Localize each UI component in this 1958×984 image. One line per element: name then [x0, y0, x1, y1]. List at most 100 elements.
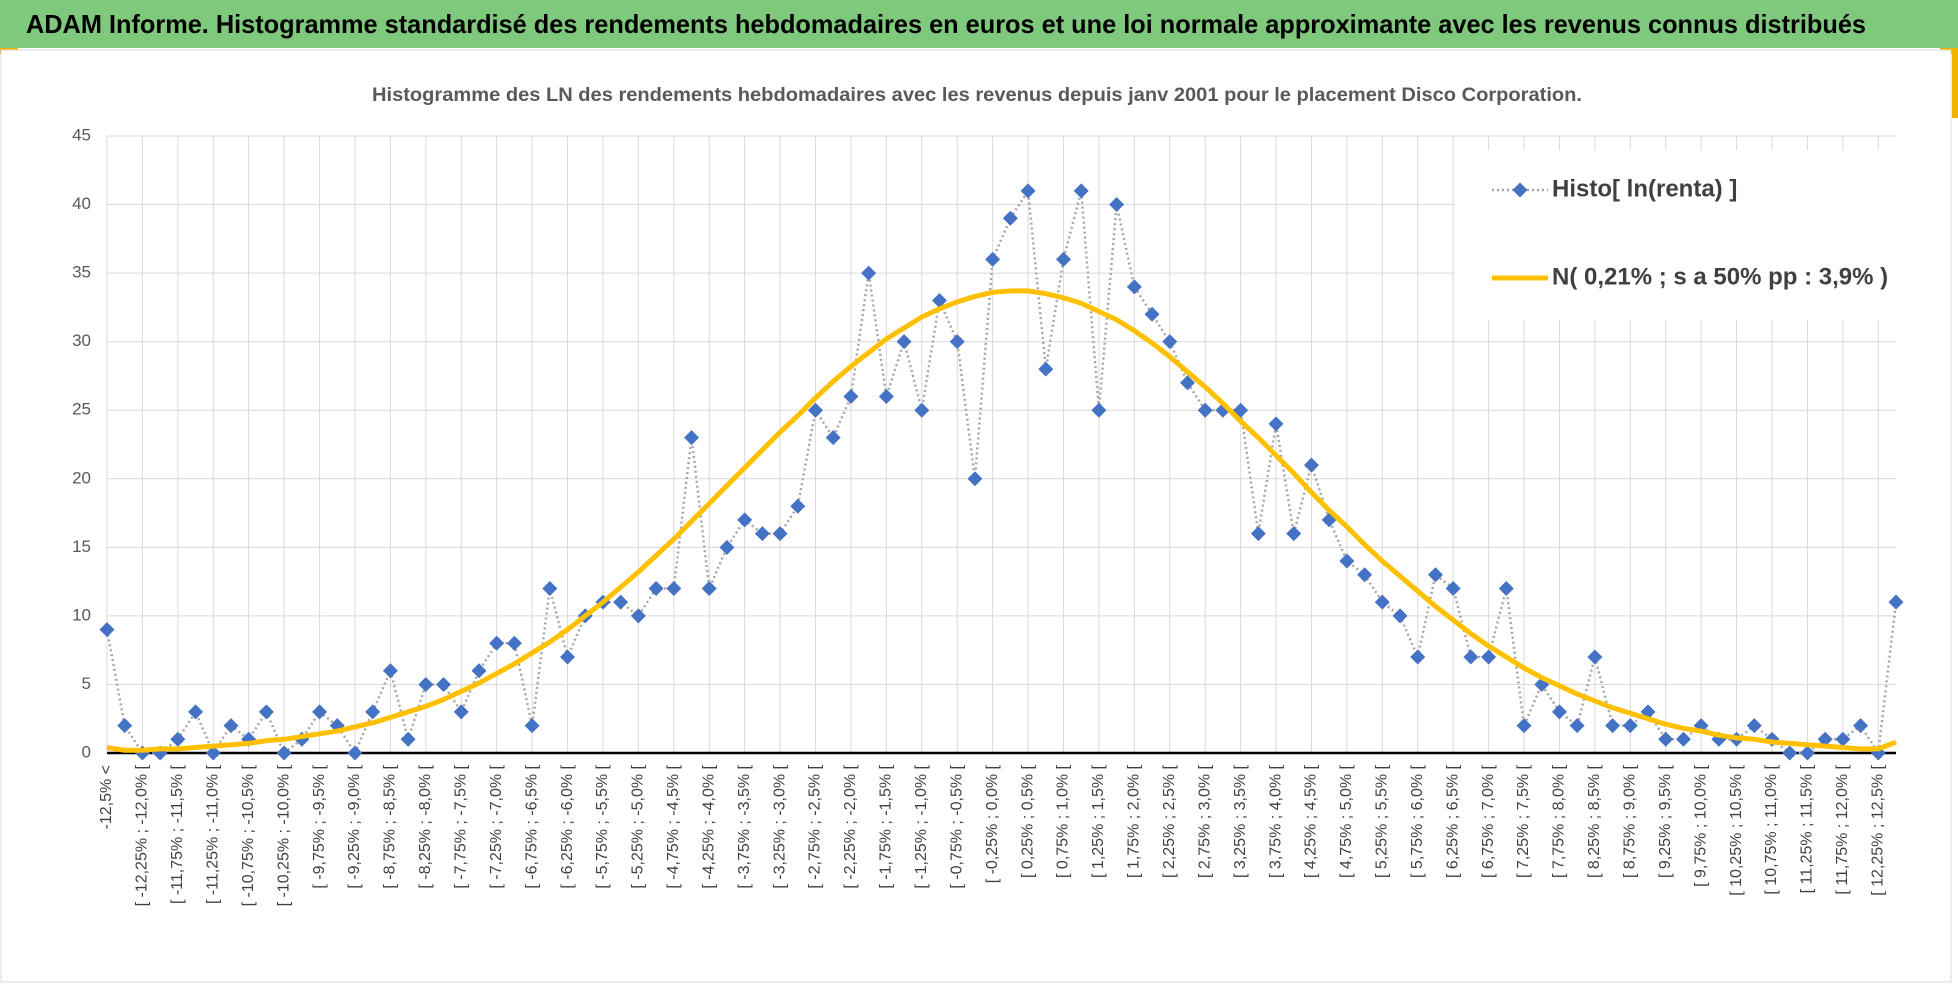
x-tick-label: [ -1,75% ; -1,5% [: [878, 764, 895, 888]
data-point: [1605, 718, 1621, 734]
header-bar: [0, 0, 1958, 48]
data-point: [985, 251, 1001, 267]
x-tick-label: [ 0,75% ; 1,0% [: [1055, 764, 1072, 878]
x-tick-label: [ 9,75% ; 10,0% [: [1692, 764, 1709, 886]
x-tick-label: [ -5,25% ; -5,0% [: [630, 764, 647, 888]
x-tick-label: [ -1,25% ; -1,0% [: [913, 764, 930, 888]
data-point: [1746, 718, 1762, 734]
data-point: [117, 718, 133, 734]
x-tick-label: [ 6,25% ; 6,5% [: [1444, 764, 1461, 878]
data-point: [1658, 731, 1674, 747]
data-point: [453, 704, 469, 720]
x-tick-label: [ -2,75% ; -2,5% [: [807, 764, 824, 888]
x-tick-label: -12,5% <: [98, 765, 115, 829]
data-point: [471, 663, 487, 679]
x-tick-label: [ -3,75% ; -3,5% [: [736, 764, 753, 888]
x-tick-label: [ 7,75% ; 8,0% [: [1551, 764, 1568, 878]
data-point: [1162, 334, 1178, 350]
x-tick-label: [ -10,25% ; -10,0% [: [275, 764, 292, 906]
data-point: [1817, 731, 1833, 747]
x-tick-label: [ -3,25% ; -3,0% [: [771, 764, 788, 888]
data-point: [560, 649, 576, 665]
data-point: [1339, 553, 1355, 569]
x-tick-label: [ -6,25% ; -6,0% [: [559, 764, 576, 888]
data-point: [542, 580, 558, 596]
data-point: [684, 430, 700, 446]
y-tick-label: 15: [72, 537, 91, 556]
data-point: [896, 334, 912, 350]
x-tick-label: [ 0,25% ; 0,5% [: [1019, 764, 1036, 878]
data-point: [99, 622, 115, 638]
data-point: [1569, 718, 1585, 734]
data-point: [754, 526, 770, 542]
data-point: [1303, 457, 1319, 473]
x-tick-label: [ 7,25% ; 7,5% [: [1515, 764, 1532, 878]
data-point: [347, 745, 363, 761]
x-tick-label: [ -12,25% ; -12,0% [: [134, 764, 151, 906]
data-point: [737, 512, 753, 528]
legend-marker: [1512, 182, 1528, 198]
data-point: [1888, 594, 1904, 610]
y-tick-label: 5: [82, 674, 91, 693]
data-point: [1286, 526, 1302, 542]
data-point: [1055, 251, 1071, 267]
data-point: [701, 580, 717, 596]
data-point: [1782, 745, 1798, 761]
y-tick-label: 45: [72, 125, 91, 144]
data-point: [825, 430, 841, 446]
data-point: [258, 704, 274, 720]
data-point: [1357, 567, 1373, 583]
data-point: [878, 389, 894, 405]
x-tick-label: [ -10,75% ; -10,5% [: [240, 764, 257, 906]
data-point: [418, 676, 434, 692]
data-point: [949, 334, 965, 350]
data-point: [170, 731, 186, 747]
x-tick-label: [ -7,25% ; -7,0% [: [488, 764, 505, 888]
data-point: [489, 635, 505, 651]
data-point: [613, 594, 629, 610]
data-point: [1073, 183, 1089, 199]
x-tick-label: [ -11,25% ; -11,0% [: [204, 764, 221, 904]
data-point: [1675, 731, 1691, 747]
data-point: [1799, 745, 1815, 761]
x-tick-label: [ 8,25% ; 8,5% [: [1586, 764, 1603, 878]
header-title: ADAM Informe. Histogramme standardisé de…: [26, 9, 1866, 39]
x-tick-label: [ 1,75% ; 2,0% [: [1126, 764, 1143, 878]
data-point: [932, 293, 948, 309]
data-point: [1498, 580, 1514, 596]
x-tick-label: [ -11,75% ; -11,5% [: [169, 764, 186, 904]
y-tick-label: 30: [72, 331, 91, 350]
x-tick-label: [ -9,25% ; -9,0% [: [346, 764, 363, 888]
data-point: [1410, 649, 1426, 665]
data-point: [1374, 594, 1390, 610]
data-point: [1427, 567, 1443, 583]
x-tick-label: [ -0,75% ; -0,5% [: [948, 764, 965, 888]
data-point: [1392, 608, 1408, 624]
x-tick-label: [ 10,25% ; 10,5% [: [1728, 764, 1745, 895]
data-point: [1622, 718, 1638, 734]
x-tick-label: [ 4,75% ; 5,0% [: [1338, 764, 1355, 878]
y-tick-label: 35: [72, 263, 91, 282]
legend-box: [1455, 150, 1896, 320]
data-point: [205, 745, 221, 761]
data-point: [276, 745, 292, 761]
data-point: [1144, 306, 1160, 322]
data-point: [1020, 183, 1036, 199]
data-point: [914, 402, 930, 418]
series-line: [105, 189, 1898, 755]
x-tick-label: [ 5,75% ; 6,0% [: [1409, 764, 1426, 878]
y-tick-label: 40: [72, 194, 91, 213]
data-point: [1109, 197, 1125, 213]
data-point: [1463, 649, 1479, 665]
legend-label: N( 0,21% ; s a 50% pp : 3,9% ): [1552, 263, 1888, 290]
x-tick-label: [ -6,75% ; -6,5% [: [523, 764, 540, 888]
x-tick-label: [ 11,75% ; 12,0% [: [1834, 764, 1851, 894]
data-point: [188, 704, 204, 720]
data-point: [1002, 210, 1018, 226]
x-tick-label: [ 3,25% ; 3,5% [: [1232, 764, 1249, 878]
x-tick-label: [ 1,25% ; 1,5% [: [1090, 764, 1107, 878]
data-point: [506, 635, 522, 651]
data-point: [1551, 704, 1567, 720]
data-point: [365, 704, 381, 720]
